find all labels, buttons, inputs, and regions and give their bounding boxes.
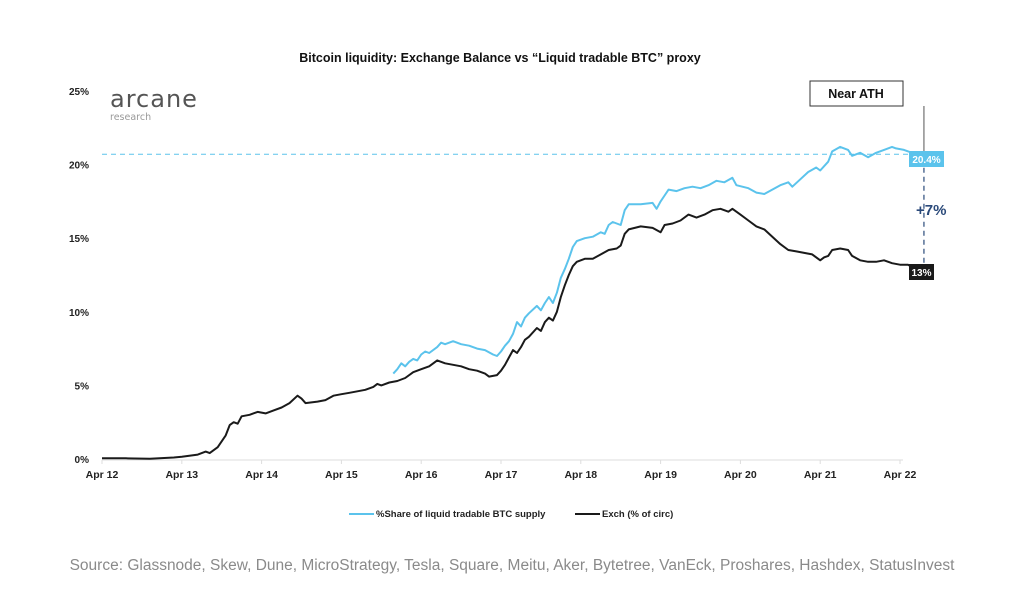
- annotations: Near ATH 20.4% 13% +7%: [809, 80, 946, 280]
- series-group: [102, 145, 925, 460]
- exch-end-label: 13%: [911, 268, 931, 279]
- x-tick-label: Apr 14: [245, 469, 278, 481]
- logo-sub: research: [110, 112, 151, 123]
- source-text: Source: Glassnode, Skew, Dune, MicroStra…: [69, 557, 955, 574]
- y-tick-label: 20%: [69, 161, 89, 172]
- x-tick-label: Apr 20: [724, 469, 757, 481]
- logo: arcane research: [110, 85, 198, 123]
- series-line-liquid: [392, 145, 925, 375]
- y-tick-label: 25%: [69, 87, 89, 98]
- y-tick-label: 15%: [69, 234, 89, 245]
- legend: %Share of liquid tradable BTC supply Exc…: [349, 509, 673, 520]
- x-tick-label: Apr 17: [485, 469, 518, 481]
- exch-end-badge: [909, 264, 934, 280]
- delta-label: +7%: [916, 202, 946, 219]
- x-tick-label: Apr 22: [884, 469, 917, 481]
- liquid-end-label: 20.4%: [912, 155, 940, 166]
- chart-title: Bitcoin liquidity: Exchange Balance vs “…: [299, 51, 701, 65]
- legend-label-liquid: %Share of liquid tradable BTC supply: [376, 509, 546, 520]
- y-tick-label: 0%: [75, 455, 90, 466]
- y-tick-label: 10%: [69, 308, 89, 319]
- y-axis: 0% 5% 10% 15% 20% 25%: [69, 87, 89, 466]
- x-tick-label: Apr 15: [325, 469, 358, 481]
- reference-lines: [102, 106, 925, 273]
- x-tick-label: Apr 21: [804, 469, 837, 481]
- y-tick-label: 5%: [75, 381, 90, 392]
- x-tick-label: Apr 12: [86, 469, 119, 481]
- near-ath-box: [809, 80, 904, 107]
- near-ath-label: Near ATH: [828, 87, 884, 101]
- x-tick-label: Apr 13: [165, 469, 198, 481]
- logo-brand: arcane: [110, 85, 198, 113]
- x-axis: Apr 12 Apr 13 Apr 14 Apr 15 Apr 16 Apr 17 Apr …: [86, 459, 917, 481]
- x-tick-label: Apr 19: [644, 469, 677, 481]
- x-tick-label: Apr 16: [405, 469, 438, 481]
- liquid-end-badge: [909, 151, 944, 167]
- legend-label-exch: Exch (% of circ): [602, 509, 673, 520]
- series-line-exch: [102, 207, 925, 460]
- x-tick-label: Apr 18: [564, 469, 597, 481]
